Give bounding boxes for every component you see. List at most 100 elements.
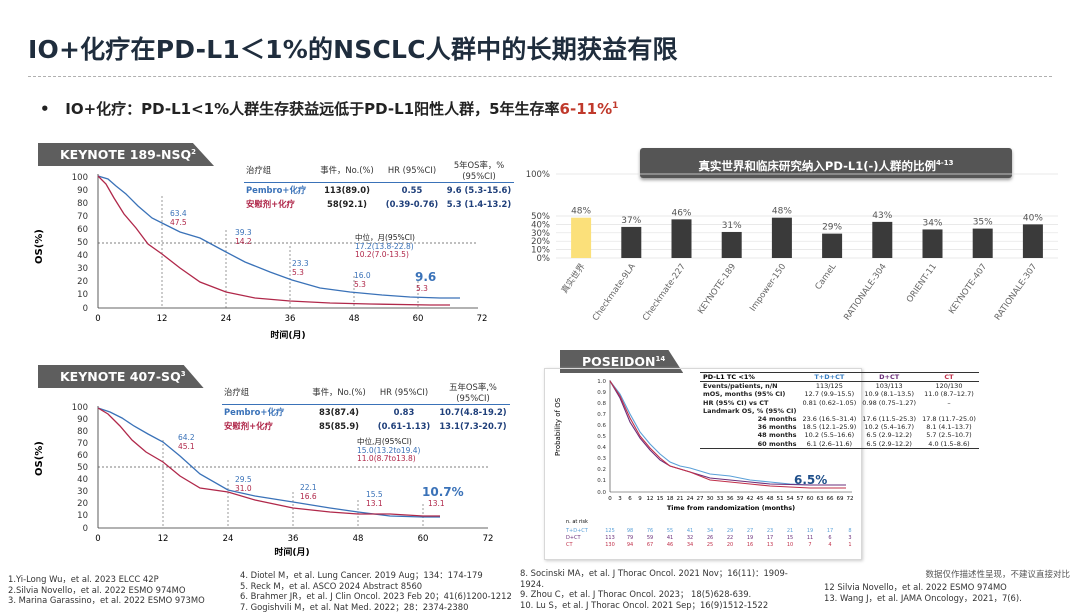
svg-text:30: 30 (77, 487, 88, 497)
risk-cell: 6 (828, 535, 831, 541)
svg-text:45: 45 (757, 496, 764, 502)
bar-value-label: 31% (722, 221, 742, 231)
svg-text:23.3: 23.3 (292, 259, 309, 268)
bar-ytick-label: 10% (531, 246, 550, 256)
kn407-xticks: 0 12 24 36 48 60 72 (95, 534, 493, 544)
bullet-highlight: 6-11% (559, 100, 613, 118)
svg-text:10: 10 (77, 511, 88, 521)
poseidon-table-row: 60 months 6.1 (2.6–11.6) 6.5 (2.9–12.2) 4.0… (757, 439, 970, 448)
kn189-xlabel: 时间(月) (270, 329, 305, 341)
kn407-final-value: 10.7% (422, 485, 464, 499)
svg-text:36: 36 (288, 534, 299, 544)
svg-text:0.6: 0.6 (597, 423, 606, 429)
bar-ytick-label: 100% (526, 170, 550, 180)
svg-text:39: 39 (737, 496, 744, 502)
bar-7 (922, 229, 943, 258)
svg-text:0.1: 0.1 (597, 478, 606, 484)
svg-text:100: 100 (72, 173, 88, 183)
risk-cell: 76 (647, 528, 653, 534)
svg-text:100: 100 (72, 403, 88, 413)
poseidon-label: POSEIDON14 (560, 350, 684, 373)
svg-text:48: 48 (349, 314, 360, 324)
risk-cell: 26 (707, 535, 713, 541)
svg-text:6: 6 (628, 496, 632, 502)
svg-text:CT: CT (566, 542, 573, 548)
svg-text:24: 24 (221, 314, 232, 324)
risk-cell: 7 (808, 542, 811, 548)
risk-cell: 3 (848, 535, 851, 541)
kn407-ylabel: OS(%) (34, 441, 45, 476)
bar-2 (671, 219, 692, 258)
svg-text:0: 0 (95, 314, 100, 324)
bar-value-label: 48% (571, 207, 591, 217)
poseidon-table-row: HR (95% CI) vs CT 0.81 (0.62–1.05) 0.98 (0… (703, 398, 951, 407)
risk-cell: 130 (605, 542, 615, 548)
poseidon-yticks: 1.0 0.9 0.8 0.7 0.6 0.5 0.4 0.3 0.2 0.1 0.0 (597, 379, 606, 496)
refs-col4: 12 Silvia Novello，et al. 2022 ESMO 974MO… (824, 582, 1022, 603)
svg-text:9: 9 (638, 496, 642, 502)
risk-cell: 55 (667, 528, 673, 534)
svg-text:0.3: 0.3 (597, 456, 606, 462)
svg-text:24: 24 (223, 534, 234, 544)
svg-text:5.3: 5.3 (354, 280, 366, 289)
bar-ytick-label: 50% (531, 212, 550, 222)
svg-text:18: 18 (667, 496, 674, 502)
kn407-label: KEYNOTE 407-SQ3 (38, 365, 204, 388)
svg-text:72: 72 (477, 314, 488, 324)
svg-text:60: 60 (807, 496, 814, 502)
risk-cell: 10 (787, 542, 793, 548)
poseidon-table-header: PD-L1 TC <1% T+D+CT D+CT CT (700, 373, 979, 382)
risk-cell: 25 (707, 542, 713, 548)
poseidon-table-row: 24 months 23.6 (16.5–31.4) 17.6 (11.5–25.3… (757, 415, 976, 424)
risk-cell: 46 (667, 542, 673, 548)
risk-cell: 15 (787, 535, 793, 541)
svg-text:D+CT: D+CT (566, 535, 582, 541)
risk-cell: 13 (767, 542, 773, 548)
svg-text:14.2: 14.2 (235, 237, 252, 246)
poseidon-frame (544, 368, 862, 560)
kn407-xlabel: 时间(月) (274, 546, 309, 558)
svg-text:72: 72 (483, 534, 494, 544)
svg-text:0: 0 (83, 304, 88, 314)
svg-text:47.5: 47.5 (170, 218, 187, 227)
svg-text:90: 90 (77, 415, 88, 425)
kn189-table: 治疗组 事件，No.(%) HR (95%CI) 5年OS率，% (95%CI)… (244, 158, 514, 211)
svg-text:36: 36 (727, 496, 734, 502)
kn189-curve-pembro (97, 175, 460, 299)
poseidon-table: PD-L1 TC <1% T+D+CT D+CT CT Events/patients,… (700, 372, 979, 449)
svg-text:48: 48 (353, 534, 364, 544)
svg-text:5.3: 5.3 (416, 284, 428, 293)
kn189-ylabel: OS(%) (34, 229, 45, 264)
svg-text:54: 54 (787, 496, 794, 502)
bar-0 (571, 217, 592, 258)
risk-cell: 67 (647, 542, 653, 548)
poseidon-table-row: mOS, months (95% CI) 12.7 (9.9–15.5) 10.9 … (703, 390, 974, 399)
svg-text:60: 60 (413, 314, 424, 324)
svg-text:0.5: 0.5 (597, 434, 606, 440)
bar-value-label: 40% (1023, 213, 1043, 223)
svg-text:63: 63 (817, 496, 824, 502)
svg-text:33: 33 (717, 496, 724, 502)
bar-ytick-label: 20% (531, 237, 550, 247)
svg-text:0.4: 0.4 (597, 445, 606, 451)
bar-category-label: KEYNOTE-407 (947, 262, 989, 316)
bar-category-label: ORIENT-11 (905, 262, 939, 305)
kn407-median: 中位,月(95%CI) 15.0(13.2to19.4) 11.0(8.7to1… (357, 437, 421, 463)
risk-cell: 19 (807, 528, 813, 534)
bar-3 (721, 231, 742, 258)
bar-5 (822, 233, 843, 258)
poseidon-xticks: 0 3 6 9 12 15 18 21 24 27 30 33 36 39 42 45 48 51 54 57 60 63… (608, 496, 853, 502)
risk-cell: 20 (727, 542, 733, 548)
svg-text:13.1: 13.1 (366, 499, 383, 508)
bar-category-label: KEYNOTE-189 (696, 262, 738, 316)
poseidon-curve-ct (609, 380, 846, 489)
kn189-label: KEYNOTE 189-NSQ2 (38, 143, 215, 166)
bar-6 (872, 221, 893, 258)
risk-cell: 17 (767, 535, 773, 541)
summary-bullet: • IO+化疗：PD-L1<1%人群生存获益远低于PD-L1阳性人群，5年生存率… (40, 100, 619, 118)
svg-text:24: 24 (687, 496, 694, 502)
svg-text:63.4: 63.4 (170, 209, 187, 218)
svg-text:72: 72 (847, 496, 854, 502)
bar-4 (771, 217, 792, 258)
